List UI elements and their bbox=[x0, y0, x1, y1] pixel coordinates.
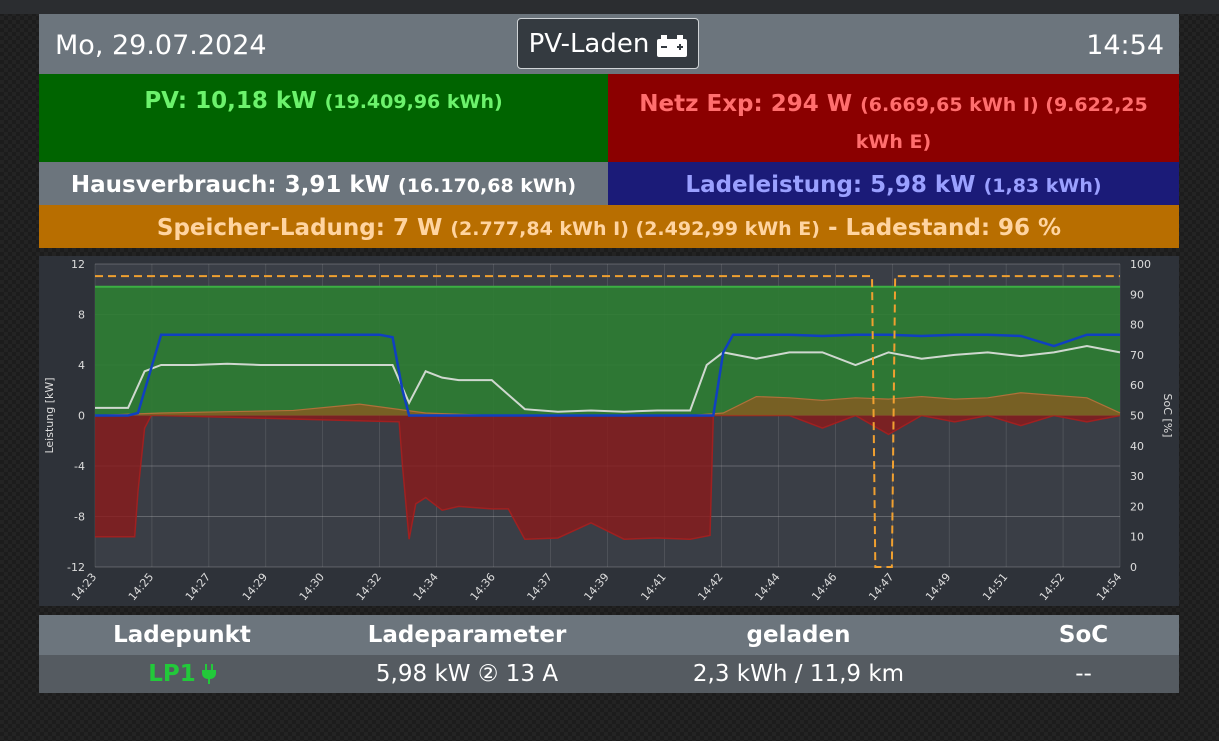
x-tick-label: 14:41 bbox=[638, 571, 668, 604]
house-line bbox=[95, 345, 1121, 413]
car-battery-icon bbox=[657, 34, 688, 57]
y-tick-label: -4 bbox=[74, 460, 85, 473]
y2-tick-label: 100 bbox=[1130, 258, 1151, 271]
pv-tile: PV: 10,18 kW (19.409,96 kWh) bbox=[39, 74, 608, 162]
charge-point-name-cell[interactable]: LP1 bbox=[39, 655, 325, 693]
power-chart: 12 8 4 0 -4 -8 -12 100 90 80 70 60 50 40 30 20 10 0 14:23 1… bbox=[39, 256, 1179, 606]
charge-line bbox=[95, 333, 1120, 417]
charge-tile: Ladeleistung: 5,98 kW (1,83 kWh) bbox=[608, 162, 1179, 205]
y2-tick-label: 0 bbox=[1130, 561, 1137, 574]
x-tick-label: 14:25 bbox=[126, 571, 156, 604]
date-display: Mo, 29.07.2024 bbox=[55, 30, 267, 61]
battery-energy: (2.777,84 kWh I) (2.492,99 kWh E) bbox=[450, 218, 820, 240]
grid-line bbox=[95, 414, 1121, 540]
grid-energy: (6.669,65 kWh I) (9.622,25 kWh E) bbox=[855, 94, 1148, 153]
battery-soc: - Ladestand: 96 % bbox=[827, 215, 1062, 241]
charge-params: 5,98 kW ② 13 A bbox=[375, 661, 559, 687]
y-tick-label: -8 bbox=[74, 511, 85, 524]
y-tick-label: -12 bbox=[67, 561, 85, 574]
charge-point-table-header: Ladepunkt Ladeparameter geladen SoC bbox=[39, 615, 1179, 655]
battery-line bbox=[94, 392, 1121, 417]
header-bar: Mo, 29.07.2024 PV-Laden 14:54 bbox=[39, 14, 1179, 74]
x-tick-label: 14:46 bbox=[809, 571, 839, 604]
y-tick-label: 4 bbox=[78, 359, 85, 372]
x-tick-label: 14:47 bbox=[866, 571, 896, 604]
x-tick-label: 14:29 bbox=[240, 571, 270, 604]
top-strip bbox=[0, 0, 1219, 14]
header-ladepunkt: Ladepunkt bbox=[113, 622, 251, 648]
x-tick-label: 14:49 bbox=[923, 571, 953, 604]
x-tick-label: 14:54 bbox=[1094, 571, 1124, 604]
header-soc: SoC bbox=[1058, 622, 1109, 648]
y2-tick-label: 60 bbox=[1130, 379, 1144, 392]
charge-point-name: LP1 bbox=[148, 661, 196, 687]
x-tick-label: 14:30 bbox=[297, 571, 327, 604]
y2-tick-label: 20 bbox=[1130, 500, 1144, 513]
charge-mode-label: PV-Laden bbox=[528, 28, 650, 59]
soc-line bbox=[95, 275, 1120, 568]
y2-tick-label: 80 bbox=[1130, 319, 1144, 332]
grid-area bbox=[95, 415, 1120, 540]
x-tick-label: 14:34 bbox=[411, 571, 441, 604]
plug-icon bbox=[201, 664, 216, 684]
grid-power: Netz Exp: 294 W bbox=[639, 91, 853, 117]
y-tick-label: 12 bbox=[71, 258, 85, 271]
x-tick-label: 14:36 bbox=[468, 571, 498, 604]
y2-tick-label: 30 bbox=[1130, 470, 1144, 483]
battery-tile: Speicher-Ladung: 7 W (2.777,84 kWh I) (2… bbox=[39, 205, 1179, 248]
x-tick-label: 14:52 bbox=[1037, 571, 1067, 604]
pv-energy: (19.409,96 kWh) bbox=[324, 91, 503, 113]
x-tick-label: 14:39 bbox=[581, 571, 611, 604]
y2-tick-label: 70 bbox=[1130, 349, 1144, 362]
pv-area bbox=[95, 286, 1120, 416]
x-tick-label: 14:37 bbox=[525, 571, 555, 604]
x-tick-label: 14:27 bbox=[183, 571, 213, 604]
x-tick-label: 14:44 bbox=[752, 571, 782, 604]
x-tick-label: 14:23 bbox=[69, 571, 99, 604]
x-tick-label: 14:51 bbox=[980, 571, 1010, 604]
y2-tick-label: 50 bbox=[1130, 410, 1144, 423]
house-power: Hausverbrauch: 3,91 kW bbox=[70, 172, 390, 198]
y2-tick-label: 10 bbox=[1130, 531, 1144, 544]
grid-tile: Netz Exp: 294 W (6.669,65 kWh I) (9.622,… bbox=[608, 74, 1179, 162]
charge-mode-button[interactable]: PV-Laden bbox=[517, 18, 699, 69]
table-row[interactable]: LP1 5,98 kW ② 13 A 2,3 kWh / 11,9 km -- bbox=[39, 655, 1179, 693]
x-tick-label: 14:42 bbox=[695, 571, 725, 604]
battery-power: Speicher-Ladung: 7 W bbox=[156, 215, 443, 241]
y2-tick-label: 90 bbox=[1130, 288, 1144, 301]
house-tile: Hausverbrauch: 3,91 kW (16.170,68 kWh) bbox=[39, 162, 608, 205]
y-tick-label: 8 bbox=[78, 309, 85, 322]
house-energy: (16.170,68 kWh) bbox=[398, 175, 577, 197]
vehicle-soc: -- bbox=[1075, 661, 1092, 687]
header-ladeparameter: Ladeparameter bbox=[367, 622, 567, 648]
y2-axis-title: SoC [%] bbox=[1161, 394, 1174, 438]
y-tick-label: 0 bbox=[78, 410, 85, 423]
charge-power: Ladeleistung: 5,98 kW bbox=[685, 172, 976, 198]
x-tick-label: 14:32 bbox=[354, 571, 384, 604]
header-geladen: geladen bbox=[746, 622, 851, 648]
y2-tick-label: 40 bbox=[1130, 440, 1144, 453]
y-axis-title: Leistung [kW] bbox=[43, 377, 56, 453]
charged-energy: 2,3 kWh / 11,9 km bbox=[692, 661, 905, 687]
charge-energy: (1,83 kWh) bbox=[983, 175, 1102, 197]
time-display: 14:54 bbox=[1086, 30, 1164, 61]
pv-power: PV: 10,18 kW bbox=[144, 88, 317, 114]
